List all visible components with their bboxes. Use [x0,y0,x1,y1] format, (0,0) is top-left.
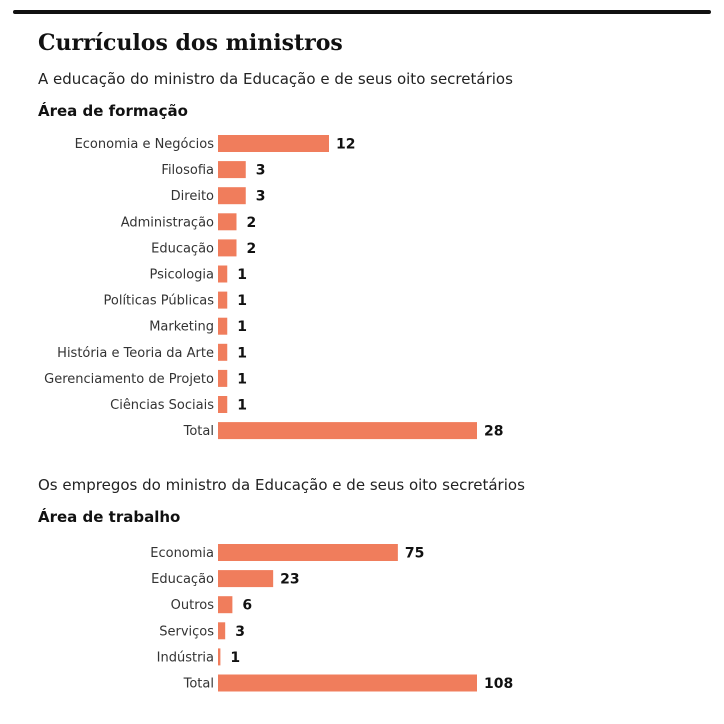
category-label: Administração [121,215,214,230]
value-label: 6 [242,598,252,614]
value-label: 2 [247,215,257,231]
value-label: 1 [237,371,247,387]
category-label: Outros [171,598,215,613]
chart-1-heading: Área de formação [38,102,188,120]
bar [218,239,237,257]
value-label: 1 [237,267,247,283]
bar [218,396,228,413]
category-label: Economia [150,546,214,561]
chart-2-heading: Área de trabalho [38,508,181,526]
bar [218,343,228,361]
value-label: 2 [247,241,257,257]
category-label: Total [183,677,214,692]
value-label: 1 [230,650,240,666]
category-label: História e Teoria da Arte [57,346,214,361]
category-label: Ciências Sociais [110,398,214,413]
category-label: Direito [171,189,214,204]
category-label: Educação [151,572,214,587]
value-label: 1 [237,398,247,414]
category-label: Gerenciamento de Projeto [44,372,214,387]
category-label: Políticas Públicas [104,294,215,309]
bar [218,265,228,283]
category-label: Indústria [157,650,214,665]
bar [218,291,228,309]
bar [218,161,246,179]
value-label: 12 [336,137,355,153]
value-label: 28 [484,424,503,440]
value-label: 75 [405,546,424,562]
chart-trabalho: Economia 75 Educação 23 Outros 6 Serviços 3 Indú… [150,544,513,692]
category-label: Total [183,424,214,439]
category-label: Educação [151,241,214,256]
bar [218,544,398,561]
value-label: 3 [256,189,266,205]
bar [218,648,221,666]
category-label: Marketing [149,320,214,335]
value-label: 3 [256,163,266,179]
chart-1-subtitle: A educação do ministro da Educação e de … [38,70,513,88]
bar [218,570,274,588]
bar [218,674,477,692]
value-label: 1 [237,319,247,335]
bar [218,213,237,231]
value-label: 108 [484,676,513,692]
value-label: 1 [237,345,247,361]
value-label: 1 [237,293,247,309]
value-label: 23 [280,572,299,588]
bar [218,135,329,152]
bar [218,187,246,205]
category-label: Psicologia [150,268,215,283]
page-title: Currículos dos ministros [38,30,343,56]
bar [218,369,228,387]
chart-2-subtitle: Os empregos do ministro da Educação e de… [38,476,525,494]
category-label: Filosofia [161,163,214,178]
category-label: Economia e Negócios [75,137,215,152]
bar [218,317,228,335]
bar [218,596,233,614]
bar [218,422,477,440]
top-rule [13,10,711,14]
bar [218,622,226,640]
category-label: Serviços [159,624,214,639]
value-label: 3 [235,624,245,640]
